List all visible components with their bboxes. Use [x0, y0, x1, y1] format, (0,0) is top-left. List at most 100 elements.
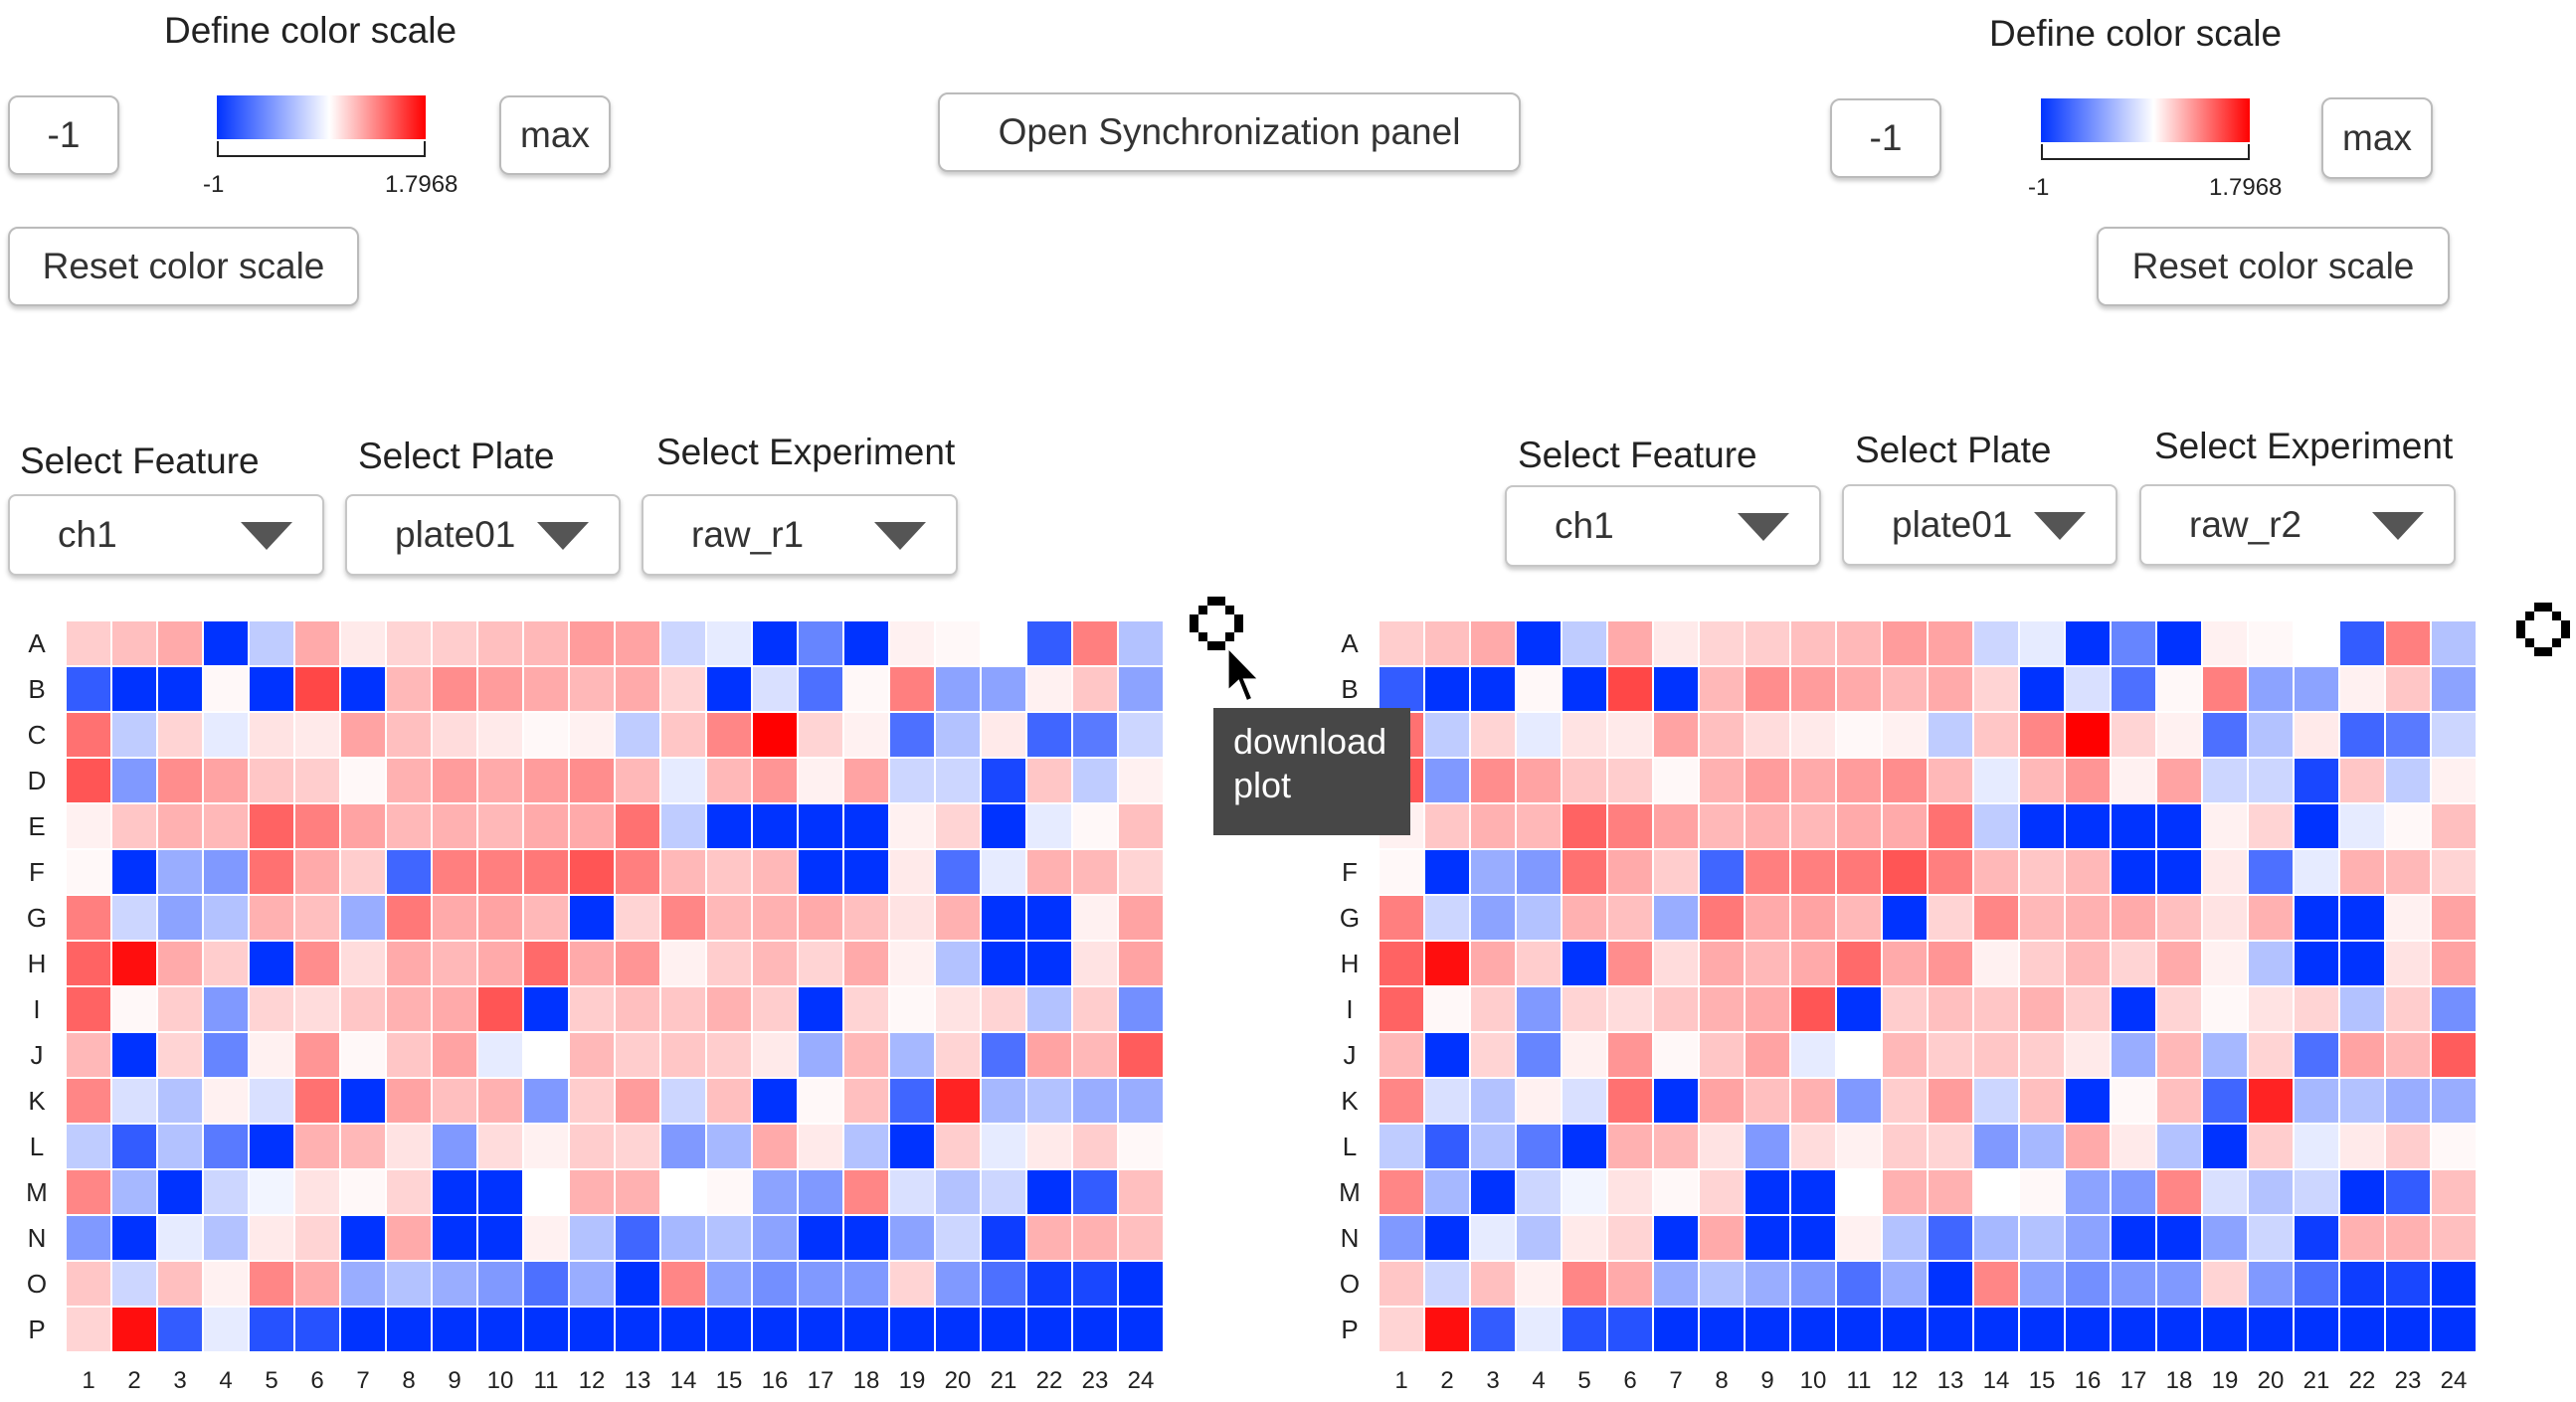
heatmap-cell[interactable]	[1563, 1033, 1606, 1077]
heatmap-cell[interactable]	[67, 987, 110, 1031]
heatmap-cell[interactable]	[1654, 1262, 1698, 1306]
heatmap-cell[interactable]	[2295, 759, 2338, 802]
heatmap-cell[interactable]	[478, 1079, 522, 1123]
heatmap-cell[interactable]	[2203, 713, 2247, 757]
heatmap-cell[interactable]	[1837, 1262, 1881, 1306]
heatmap-cell[interactable]	[1563, 896, 1606, 940]
heatmap-cell[interactable]	[524, 987, 568, 1031]
heatmap-cell[interactable]	[2432, 713, 2476, 757]
heatmap-cell[interactable]	[1700, 1262, 1744, 1306]
heatmap-cell[interactable]	[1471, 621, 1515, 665]
heatmap-cell[interactable]	[1517, 1033, 1561, 1077]
heatmap-cell[interactable]	[1425, 850, 1469, 894]
heatmap-cell[interactable]	[2340, 1216, 2384, 1260]
heatmap-cell[interactable]	[478, 1262, 522, 1306]
heatmap-cell[interactable]	[753, 1262, 797, 1306]
heatmap-cell[interactable]	[1929, 667, 1972, 711]
heatmap-cell[interactable]	[433, 759, 476, 802]
heatmap-cell[interactable]	[1073, 1262, 1117, 1306]
heatmap-cell[interactable]	[1791, 1216, 1835, 1260]
heatmap-cell[interactable]	[1883, 759, 1927, 802]
heatmap-cell[interactable]	[1563, 850, 1606, 894]
heatmap-cell[interactable]	[112, 759, 156, 802]
heatmap-cell[interactable]	[433, 1216, 476, 1260]
heatmap-cell[interactable]	[204, 621, 248, 665]
heatmap-cell[interactable]	[2112, 1079, 2155, 1123]
heatmap-cell[interactable]	[524, 1262, 568, 1306]
heatmap-cell[interactable]	[341, 987, 385, 1031]
download-icon[interactable]	[2516, 603, 2570, 656]
heatmap-cell[interactable]	[707, 667, 751, 711]
heatmap-cell[interactable]	[2066, 759, 2110, 802]
heatmap-cell[interactable]	[433, 1033, 476, 1077]
heatmap-cell[interactable]	[707, 804, 751, 848]
heatmap-cell[interactable]	[2295, 1308, 2338, 1351]
heatmap-cell[interactable]	[2340, 942, 2384, 985]
heatmap-cell[interactable]	[1929, 1079, 1972, 1123]
heatmap-cell[interactable]	[250, 1125, 293, 1168]
heatmap-cell[interactable]	[1119, 896, 1163, 940]
heatmap-cell[interactable]	[1380, 850, 1423, 894]
heatmap-cell[interactable]	[982, 1125, 1025, 1168]
heatmap-cell[interactable]	[250, 1033, 293, 1077]
heatmap-cell[interactable]	[1073, 850, 1117, 894]
heatmap-cell[interactable]	[158, 804, 202, 848]
heatmap-cell[interactable]	[707, 1170, 751, 1214]
heatmap-cell[interactable]	[2340, 667, 2384, 711]
heatmap-cell[interactable]	[295, 1079, 339, 1123]
heatmap-cell[interactable]	[1517, 759, 1561, 802]
heatmap-cell[interactable]	[1027, 896, 1071, 940]
heatmap-cell[interactable]	[295, 621, 339, 665]
heatmap-cell[interactable]	[250, 621, 293, 665]
heatmap-cell[interactable]	[1471, 667, 1515, 711]
heatmap-cell[interactable]	[2157, 942, 2201, 985]
heatmap-cell[interactable]	[387, 667, 431, 711]
right-plate-heatmap[interactable]: ABCDEFGHIJKLMNOP123456789101112131415161…	[1313, 607, 2486, 1402]
heatmap-cell[interactable]	[616, 667, 659, 711]
heatmap-cell[interactable]	[2066, 1262, 2110, 1306]
heatmap-cell[interactable]	[1425, 1125, 1469, 1168]
heatmap-cell[interactable]	[1883, 1262, 1927, 1306]
heatmap-cell[interactable]	[2432, 896, 2476, 940]
heatmap-cell[interactable]	[753, 1308, 797, 1351]
heatmap-cell[interactable]	[1929, 1033, 1972, 1077]
heatmap-cell[interactable]	[67, 1125, 110, 1168]
heatmap-cell[interactable]	[570, 942, 614, 985]
heatmap-cell[interactable]	[570, 1079, 614, 1123]
heatmap-cell[interactable]	[844, 1125, 888, 1168]
heatmap-cell[interactable]	[204, 1216, 248, 1260]
heatmap-cell[interactable]	[2066, 1216, 2110, 1260]
heatmap-cell[interactable]	[2386, 896, 2430, 940]
heatmap-cell[interactable]	[1517, 713, 1561, 757]
heatmap-cell[interactable]	[1608, 621, 1652, 665]
heatmap-cell[interactable]	[1027, 1262, 1071, 1306]
heatmap-cell[interactable]	[478, 1033, 522, 1077]
heatmap-cell[interactable]	[158, 713, 202, 757]
heatmap-cell[interactable]	[1073, 1170, 1117, 1214]
heatmap-cell[interactable]	[67, 621, 110, 665]
heatmap-cell[interactable]	[890, 759, 934, 802]
heatmap-cell[interactable]	[1791, 713, 1835, 757]
heatmap-cell[interactable]	[2340, 759, 2384, 802]
heatmap-cell[interactable]	[799, 804, 842, 848]
heatmap-cell[interactable]	[112, 1033, 156, 1077]
heatmap-cell[interactable]	[844, 1079, 888, 1123]
heatmap-cell[interactable]	[661, 1170, 705, 1214]
heatmap-cell[interactable]	[1654, 1308, 1698, 1351]
heatmap-cell[interactable]	[1425, 1033, 1469, 1077]
heatmap-cell[interactable]	[1837, 896, 1881, 940]
heatmap-cell[interactable]	[1563, 1216, 1606, 1260]
heatmap-cell[interactable]	[2203, 667, 2247, 711]
heatmap-cell[interactable]	[1073, 713, 1117, 757]
heatmap-cell[interactable]	[478, 667, 522, 711]
heatmap-cell[interactable]	[1700, 896, 1744, 940]
heatmap-cell[interactable]	[1471, 1125, 1515, 1168]
heatmap-cell[interactable]	[158, 850, 202, 894]
heatmap-cell[interactable]	[753, 1125, 797, 1168]
heatmap-cell[interactable]	[2386, 1308, 2430, 1351]
left-color-scale-bar[interactable]	[217, 95, 426, 139]
heatmap-cell[interactable]	[1608, 942, 1652, 985]
heatmap-cell[interactable]	[936, 987, 980, 1031]
heatmap-cell[interactable]	[1563, 667, 1606, 711]
heatmap-cell[interactable]	[2020, 987, 2064, 1031]
